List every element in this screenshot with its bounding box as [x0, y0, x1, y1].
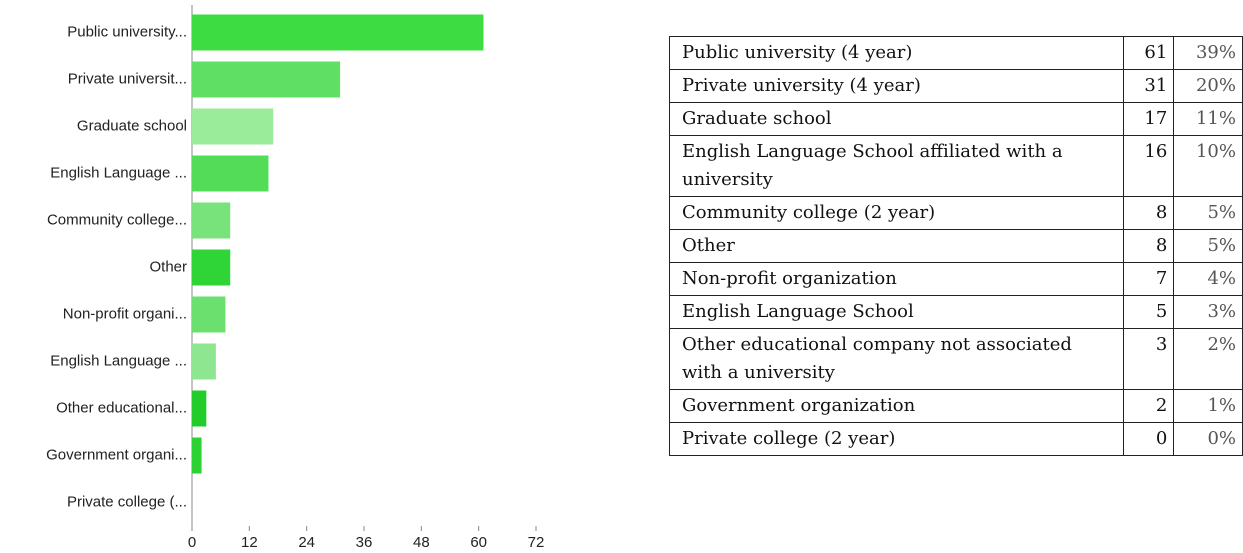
row-label: English Language School [669, 295, 1124, 329]
count-cell: 31 [1122, 69, 1175, 103]
percent-cell: 3% [1173, 295, 1243, 329]
y-tick-label: Government organi... [46, 446, 187, 463]
y-tick-label: English Language ... [50, 352, 187, 369]
row-label: Private university (4 year) [669, 69, 1124, 103]
bar [192, 61, 341, 98]
count-cell: 2 [1122, 389, 1175, 423]
row-label: Public university (4 year) [669, 36, 1124, 70]
table-row: Private university (4 year) 31 20% [669, 69, 1243, 103]
percent-cell: 4% [1173, 262, 1243, 296]
percent-cell: 20% [1173, 69, 1243, 103]
y-tick-label: Private universit... [68, 70, 187, 87]
y-tick-label: Graduate school [77, 117, 187, 134]
bar [192, 202, 231, 239]
y-tick-label: English Language ... [50, 164, 187, 181]
bar [192, 14, 484, 51]
table-row: Other educational company not associated… [669, 328, 1243, 390]
count-cell: 5 [1122, 295, 1175, 329]
bar [192, 390, 207, 427]
x-tick-label: 24 [298, 534, 315, 551]
chart: 0 12 24 36 48 60 72 Public university... Private… [46, 5, 545, 551]
table-row: Government organization 2 1% [669, 389, 1243, 423]
table-row: English Language School affiliated with … [669, 135, 1243, 197]
table-row: Non-profit organization 7 4% [669, 262, 1243, 296]
bar [192, 155, 269, 192]
table-row: Graduate school 17 11% [669, 102, 1243, 136]
percent-cell: 5% [1173, 229, 1243, 263]
table-row: Private college (2 year) 0 0% [669, 422, 1243, 456]
y-tick-label: Private college (... [67, 493, 187, 510]
percent-cell: 11% [1173, 102, 1243, 136]
count-cell: 8 [1122, 196, 1175, 230]
bar [192, 296, 226, 333]
percent-cell: 0% [1173, 422, 1243, 456]
row-label: Community college (2 year) [669, 196, 1124, 230]
x-tick-label: 12 [241, 534, 258, 551]
table-row: English Language School 5 3% [669, 295, 1243, 329]
count-cell: 0 [1122, 422, 1175, 456]
table-row: Community college (2 year) 8 5% [669, 196, 1243, 230]
percent-cell: 2% [1173, 328, 1243, 390]
count-cell: 8 [1122, 229, 1175, 263]
percent-cell: 10% [1173, 135, 1243, 197]
row-label: Graduate school [669, 102, 1124, 136]
count-cell: 16 [1122, 135, 1175, 197]
data-table: Public university (4 year) 61 39% Private u… [669, 36, 1243, 456]
x-tick-label: 48 [413, 534, 430, 551]
y-tick-label: Other [149, 258, 187, 275]
count-cell: 61 [1122, 36, 1175, 70]
bar [192, 437, 202, 474]
y-tick-label: Public university... [67, 23, 187, 40]
x-tick-label: 60 [470, 534, 487, 551]
row-label: Non-profit organization [669, 262, 1124, 296]
percent-cell: 39% [1173, 36, 1243, 70]
x-tick-label: 36 [356, 534, 373, 551]
bar [192, 343, 216, 380]
row-label: Other educational company not associated… [669, 328, 1124, 390]
percent-cell: 1% [1173, 389, 1243, 423]
table-row: Public university (4 year) 61 39% [669, 36, 1243, 70]
count-cell: 17 [1122, 102, 1175, 136]
bar [192, 249, 231, 286]
row-label: Other [669, 229, 1124, 263]
row-label: Private college (2 year) [669, 422, 1124, 456]
x-tick-label: 0 [188, 534, 196, 551]
table-row: Other 8 5% [669, 229, 1243, 263]
bar [192, 108, 274, 145]
count-cell: 3 [1122, 328, 1175, 390]
count-cell: 7 [1122, 262, 1175, 296]
y-tick-label: Other educational... [56, 399, 187, 416]
percent-cell: 5% [1173, 196, 1243, 230]
row-label: Government organization [669, 389, 1124, 423]
row-label: English Language School affiliated with … [669, 135, 1124, 197]
y-tick-label: Community college... [47, 211, 187, 228]
x-tick-label: 72 [528, 534, 545, 551]
y-tick-label: Non-profit organi... [63, 305, 187, 322]
